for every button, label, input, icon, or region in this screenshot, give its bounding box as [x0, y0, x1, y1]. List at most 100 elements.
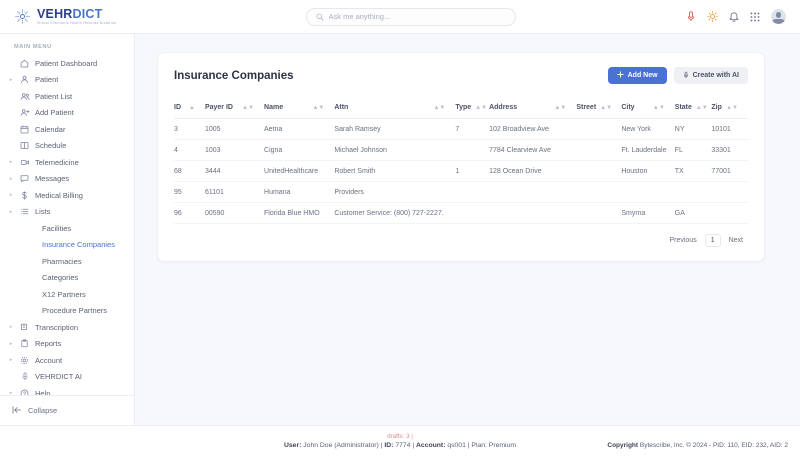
sidebar-item-label: Account	[35, 355, 63, 365]
column-label: Payer ID	[204, 104, 233, 111]
plus-icon	[616, 71, 624, 80]
sidebar-item-reports[interactable]: ▸ Reports	[0, 336, 134, 353]
sidebar-subitem-x12-partners[interactable]: X12 Partners	[0, 286, 134, 303]
cell-attn: Providers	[334, 181, 456, 203]
avatar[interactable]	[771, 9, 786, 24]
apps-grid-icon[interactable]	[750, 12, 760, 22]
pagination-previous[interactable]: Previous	[669, 237, 697, 244]
sidebar-subitem-label: Pharmacies	[42, 256, 82, 266]
cell-state: FL	[674, 139, 712, 161]
column-header-id[interactable]: ID ▲	[174, 100, 205, 119]
sidebar-item-patient-list[interactable]: Patient List	[0, 88, 134, 105]
sun-brightness-icon[interactable]	[707, 11, 718, 22]
column-header-address[interactable]: Address ▲▼	[489, 100, 577, 119]
sort-icon: ▲▼	[433, 104, 446, 111]
cell-address: 128 Ocean Drive	[489, 160, 577, 182]
column-header-payer-id[interactable]: Payer ID ▲▼	[204, 100, 265, 119]
separator: |	[412, 442, 415, 450]
sidebar-subitem-insurance-companies[interactable]: Insurance Companies	[0, 237, 134, 254]
add-new-label: Add New	[627, 72, 658, 79]
sidebar-subitem-categories[interactable]: Categories	[0, 270, 134, 287]
cell-type: 7	[455, 118, 490, 140]
column-header-city[interactable]: City ▲▼	[621, 100, 675, 119]
sidebar-subitem-pharmacies[interactable]: Pharmacies	[0, 253, 134, 270]
cell-id: 3	[174, 118, 205, 140]
cell-name: Aetna	[264, 118, 335, 140]
column-label: Name	[264, 104, 284, 111]
sidebar-subitem-procedure-partners[interactable]: Procedure Partners	[0, 303, 134, 320]
cell-street	[576, 181, 622, 203]
sort-asc-icon: ▲	[188, 104, 195, 111]
microphone-icon[interactable]	[686, 11, 696, 22]
pagination-next[interactable]: Next	[728, 237, 743, 244]
sidebar-item-label: Schedule	[35, 141, 67, 151]
column-header-zip[interactable]: Zip ▲▼	[711, 100, 748, 119]
page-title: Insurance Companies	[174, 69, 294, 82]
sidebar-item-patient[interactable]: ▸ Patient	[0, 72, 134, 89]
table-header: ID ▲ Payer ID ▲▼ Name ▲▼ Attn ▲▼ Type ▲▼ Addr…	[174, 100, 748, 119]
sidebar-subitem-label: X12 Partners	[42, 289, 86, 299]
sidebar-collapse-button[interactable]: Collapse	[0, 395, 134, 425]
column-header-attn[interactable]: Attn ▲▼	[334, 100, 456, 119]
column-header-type[interactable]: Type ▲▼	[455, 100, 490, 119]
home-icon	[19, 59, 30, 68]
footer-center: drafts: 3 | User: John Doe (Administrato…	[12, 433, 788, 451]
sidebar-item-label: Telemedicine	[35, 157, 79, 167]
drafts-status[interactable]: drafts: 3 |	[387, 432, 413, 440]
sidebar-item-patient-dashboard[interactable]: Patient Dashboard	[0, 55, 134, 72]
microphone-icon	[683, 71, 689, 81]
sidebar-item-account[interactable]: ▸ Account	[0, 352, 134, 369]
sidebar-item-transcription[interactable]: ▸ Transcription	[0, 319, 134, 336]
cell-address	[489, 181, 577, 203]
table-row[interactable]: 68 3444 UnitedHealthcare Robert Smith 1 …	[174, 160, 748, 182]
sidebar-item-label: VEHRDICT AI	[35, 372, 82, 382]
add-new-button[interactable]: Add New	[607, 67, 667, 84]
sidebar-item-lists[interactable]: ▸ Lists	[0, 204, 134, 221]
clipboard-icon	[19, 339, 30, 348]
pagination: Previous 1 Next	[174, 234, 748, 247]
id-value: 7774	[395, 442, 411, 450]
column-header-street[interactable]: Street ▲▼	[576, 100, 622, 119]
column-header-name[interactable]: Name ▲▼	[264, 100, 335, 119]
sidebar-item-label: Add Patient	[35, 108, 74, 118]
sidebar-item-label: Lists	[35, 207, 51, 217]
main-content: Insurance Companies Add New Create with …	[135, 34, 800, 425]
copyright-value: Bytescribe, Inc. © 2024 - PID: 110, EID:…	[639, 442, 788, 449]
brand-name: VEHRDICT	[37, 8, 116, 21]
search-icon	[316, 13, 324, 21]
sidebar-item-calendar[interactable]: Calendar	[0, 121, 134, 138]
cell-city: Ft. Lauderdale	[621, 139, 675, 161]
column-label: Attn	[334, 104, 349, 111]
top-bar-icons	[686, 9, 800, 24]
sidebar-item-messages[interactable]: ▸ Messages	[0, 171, 134, 188]
chevron-right-icon: ▸	[9, 159, 13, 166]
sidebar-item-vehrdict-ai[interactable]: VEHRDICT AI	[0, 369, 134, 386]
create-with-ai-button[interactable]: Create with AI	[673, 67, 748, 84]
table-row[interactable]: 95 61101 Humana Providers	[174, 181, 748, 203]
video-call-icon	[19, 158, 30, 167]
brand-text: VEHRDICT Virtual Electronic Health Recor…	[37, 8, 116, 25]
sidebar-item-telemedicine[interactable]: ▸ Telemedicine	[0, 154, 134, 171]
table-row[interactable]: 4 1003 Cigna Michael Johnson 7784 Clearv…	[174, 139, 748, 161]
table-row[interactable]: 3 1005 Aetna Sarah Ramsey 7 102 Broadvie…	[174, 118, 748, 140]
sidebar-item-add-patient[interactable]: Add Patient	[0, 105, 134, 122]
sidebar-item-schedule[interactable]: Schedule	[0, 138, 134, 155]
sidebar-item-medical-billing[interactable]: ▸ Medical Billing	[0, 187, 134, 204]
pagination-page-1[interactable]: 1	[704, 234, 721, 247]
chevron-right-icon: ▸	[9, 192, 13, 199]
cell-type	[455, 139, 490, 161]
table-row[interactable]: 96 00590 Florida Blue HMO Customer Servi…	[174, 202, 748, 224]
sidebar-item-help[interactable]: ▸ Help	[0, 385, 134, 395]
search-container	[135, 7, 686, 26]
bell-notification-icon[interactable]	[729, 11, 739, 22]
column-header-state[interactable]: State ▲▼	[674, 100, 712, 119]
cell-payer-id: 1003	[204, 139, 265, 161]
sidebar-subitem-facilities[interactable]: Facilities	[0, 220, 134, 237]
search-box[interactable]	[305, 7, 516, 26]
brand-logo[interactable]: VEHRDICT Virtual Electronic Health Recor…	[0, 8, 135, 25]
cell-attn: Michael Johnson	[334, 139, 456, 161]
transcription-icon	[19, 323, 30, 332]
collapse-left-icon	[12, 405, 22, 416]
search-input[interactable]	[328, 12, 506, 21]
